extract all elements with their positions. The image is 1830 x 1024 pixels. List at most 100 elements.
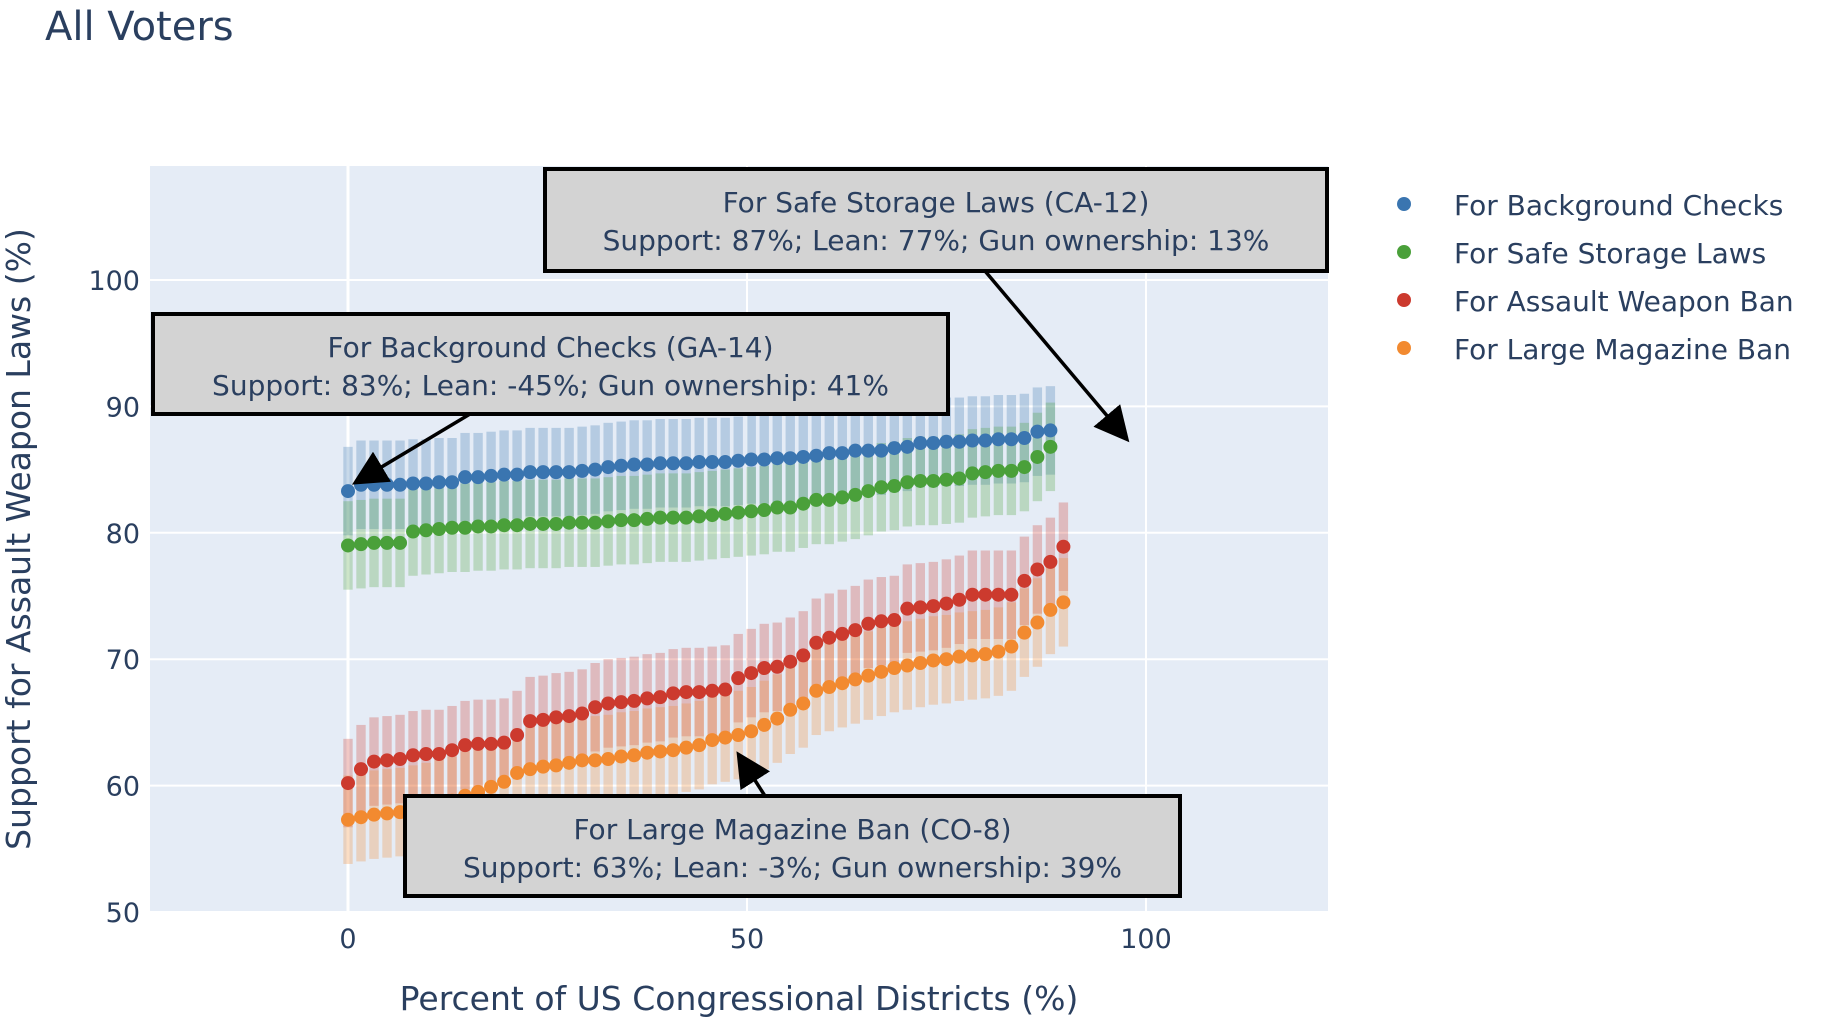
data-point xyxy=(562,709,577,724)
data-point xyxy=(679,740,694,755)
data-point xyxy=(757,717,772,732)
data-point xyxy=(614,513,629,528)
data-point xyxy=(458,520,473,535)
annotation-detail: Support: 83%; Lean: -45%; Gun ownership:… xyxy=(212,369,889,402)
data-points xyxy=(341,423,1071,827)
data-point xyxy=(939,472,954,487)
data-point xyxy=(536,759,551,774)
data-point xyxy=(367,477,382,492)
data-point xyxy=(588,700,603,715)
data-point xyxy=(601,514,616,529)
legend-item-label: For Assault Weapon Ban xyxy=(1454,285,1794,318)
y-tick-label: 60 xyxy=(106,772,140,803)
y-tick-label: 90 xyxy=(106,392,140,423)
data-point xyxy=(432,522,447,537)
data-point xyxy=(614,749,629,764)
data-point xyxy=(575,753,590,768)
data-point xyxy=(1056,595,1071,610)
data-point xyxy=(679,456,694,471)
data-point xyxy=(432,475,447,490)
y-axis-title: Support for Assault Weapon Laws (%) xyxy=(0,228,38,850)
data-point xyxy=(445,743,460,758)
data-point xyxy=(952,649,967,664)
data-point xyxy=(809,492,824,507)
data-point xyxy=(354,537,369,552)
data-point xyxy=(523,516,538,531)
data-point xyxy=(601,752,616,767)
data-point xyxy=(783,451,798,466)
data-point xyxy=(484,736,499,751)
data-point xyxy=(731,728,746,743)
data-point xyxy=(705,455,720,470)
annotation-box xyxy=(403,794,1182,898)
data-point xyxy=(692,685,707,700)
annotation-arrow xyxy=(351,412,471,485)
data-point xyxy=(913,436,928,451)
data-point xyxy=(848,623,863,638)
data-point xyxy=(666,510,681,525)
data-point xyxy=(744,504,759,519)
data-point xyxy=(926,436,941,451)
data-point xyxy=(640,745,655,760)
data-point xyxy=(744,666,759,681)
annotation-title: For Large Magazine Ban (CO-8) xyxy=(573,813,1011,846)
data-point xyxy=(952,592,967,607)
data-point xyxy=(991,587,1006,602)
data-point xyxy=(419,476,434,491)
data-point xyxy=(536,516,551,531)
y-tick-label: 70 xyxy=(106,645,140,676)
data-point xyxy=(952,471,967,486)
data-point xyxy=(523,714,538,729)
data-point xyxy=(549,758,564,773)
data-point xyxy=(848,672,863,687)
data-point xyxy=(770,500,785,515)
data-point xyxy=(874,443,889,458)
data-point xyxy=(913,600,928,615)
legend-item-label: For Safe Storage Laws xyxy=(1454,237,1766,270)
data-point xyxy=(1017,460,1032,475)
legend-item-label: For Background Checks xyxy=(1454,189,1783,222)
data-point xyxy=(978,647,993,662)
x-axis-title: Percent of US Congressional Districts (%… xyxy=(400,979,1079,1018)
data-point xyxy=(692,455,707,470)
data-point xyxy=(887,661,902,676)
data-point xyxy=(354,762,369,777)
data-point xyxy=(861,616,876,631)
data-point xyxy=(1056,539,1071,554)
data-point xyxy=(809,448,824,463)
data-point xyxy=(770,711,785,726)
data-point xyxy=(627,748,642,763)
data-point xyxy=(926,473,941,488)
annotation-arrow xyxy=(983,269,1130,443)
data-point xyxy=(939,434,954,449)
data-point xyxy=(536,465,551,480)
data-point xyxy=(783,654,798,669)
data-point xyxy=(523,762,538,777)
data-point xyxy=(458,470,473,485)
data-point xyxy=(653,744,668,759)
data-point xyxy=(705,508,720,523)
data-point xyxy=(666,686,681,701)
data-point xyxy=(692,509,707,524)
data-point xyxy=(588,515,603,530)
data-point xyxy=(471,736,486,751)
data-point xyxy=(835,626,850,641)
data-point xyxy=(1043,423,1058,438)
data-point xyxy=(549,516,564,531)
data-point xyxy=(809,683,824,698)
data-point xyxy=(822,680,837,695)
data-point xyxy=(952,434,967,449)
data-point xyxy=(939,652,954,667)
annotation-box xyxy=(543,167,1329,273)
data-point xyxy=(887,441,902,456)
data-point xyxy=(380,753,395,768)
data-point xyxy=(341,538,355,553)
data-point xyxy=(965,648,980,663)
data-point xyxy=(1017,573,1032,588)
annotation-detail: Support: 63%; Lean: -3%; Gun ownership: … xyxy=(463,851,1122,884)
legend[interactable]: For Background Checks For Safe Storage La… xyxy=(1397,189,1794,366)
data-point xyxy=(1030,615,1045,630)
data-point xyxy=(1004,432,1019,447)
data-point xyxy=(614,458,629,473)
y-tick-label: 80 xyxy=(106,519,140,550)
